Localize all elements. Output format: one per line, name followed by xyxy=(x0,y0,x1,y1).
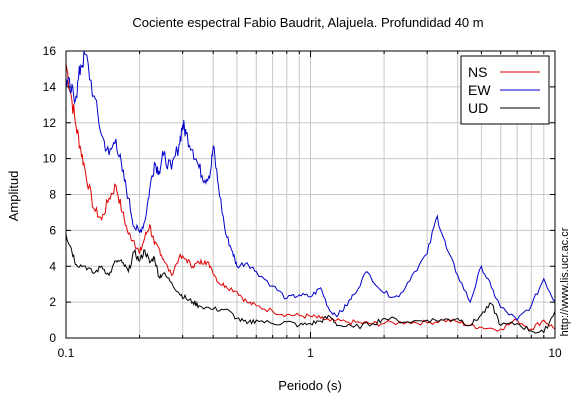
series-line-ew xyxy=(65,50,556,321)
chart-title: Cociente espectral Fabio Baudrit, Alajue… xyxy=(132,15,483,30)
y-tick-label: 16 xyxy=(43,44,57,58)
legend-label-ew: EW xyxy=(468,82,491,98)
series-line-ud xyxy=(65,233,556,334)
y-tick-label: 8 xyxy=(49,188,56,202)
y-axis-label: Amplitud xyxy=(6,171,21,222)
y-tick-label: 10 xyxy=(43,152,57,166)
x-tick-label: 10 xyxy=(548,346,562,360)
x-tick-label: 0.1 xyxy=(58,346,75,360)
legend-label-ud: UD xyxy=(468,100,488,116)
y-tick-label: 6 xyxy=(49,223,56,237)
x-axis-label: Periodo (s) xyxy=(278,378,342,393)
y-tick-label: 12 xyxy=(43,116,57,130)
x-tick-label: 1 xyxy=(307,346,314,360)
y-tick-label: 4 xyxy=(49,259,56,273)
legend: NS EW UD xyxy=(460,55,550,125)
y-tick-label: 14 xyxy=(43,80,57,94)
series-lines xyxy=(65,50,556,334)
series-line-ns xyxy=(65,63,556,332)
y-tick-label: 2 xyxy=(49,295,56,309)
y-tick-label: 0 xyxy=(49,331,56,345)
legend-label-ns: NS xyxy=(468,64,487,80)
axis-ticks: 0 2 4 6 8 10 12 14 16 0.1 1 10 xyxy=(43,44,562,360)
source-url: http://www.lis.ucr.ac.cr xyxy=(559,227,571,336)
